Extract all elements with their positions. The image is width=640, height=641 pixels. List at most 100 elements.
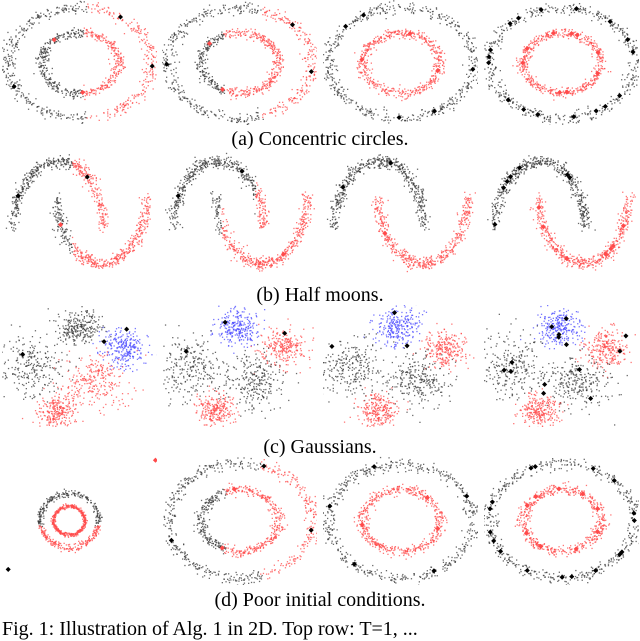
scatter-point [269,112,270,113]
scatter-point [232,29,233,30]
scatter-point [144,33,145,34]
scatter-point [527,64,528,65]
scatter-point [203,114,204,115]
scatter-point [146,36,147,37]
scatter-point [65,95,66,96]
scatter-point [11,41,12,42]
scatter-point [190,104,191,105]
scatter-point [204,78,205,79]
scatter-point [549,31,550,32]
scatter-point [384,38,385,39]
scatter-point [156,61,157,62]
scatter-point [361,63,362,64]
scatter-point [202,75,203,76]
scatter-point [536,12,537,13]
scatter-point [194,100,195,101]
scatter-point [52,68,53,69]
scatter-point [199,78,200,79]
scatter-point [256,91,257,92]
scatter-point [636,54,637,55]
scatter-point [463,86,464,87]
scatter-point [618,40,619,41]
scatter-point [199,15,200,16]
scatter-point [111,68,112,69]
scatter-point [61,242,62,243]
scatter-point [592,13,593,14]
scatter-point [365,67,366,68]
scatter-point [114,59,115,60]
scatter-point [176,38,177,39]
scatter-point [333,43,334,44]
scatter-point [544,91,545,92]
scatter-point [73,98,74,99]
scatter-point [50,116,51,117]
scatter-point [311,55,312,56]
scatter-point [338,36,339,37]
scatter-point [142,69,143,70]
scatter-point [519,61,520,62]
scatter-point [123,260,124,261]
scatter-point [74,27,75,28]
scatter-point [561,29,562,30]
scatter-point [19,38,20,39]
scatter-point [470,86,471,87]
scatter-point [302,85,303,86]
scatter-point [548,5,549,6]
scatter-point [498,92,499,93]
scatter-point [383,34,384,35]
scatter-point [378,43,379,44]
scatter-point [139,25,140,26]
scatter-point [470,73,471,74]
scatter-point [429,111,430,112]
scatter-point [525,59,526,60]
scatter-point [541,114,542,115]
scatter-point [112,253,113,254]
scatter-point [11,55,12,56]
scatter-point [6,75,7,76]
scatter-point [591,44,592,45]
scatter-point [312,44,313,45]
scatter-point [112,75,113,76]
scatter-point [218,88,219,89]
scatter-point [170,36,171,37]
scatter-point [389,9,390,10]
scatter-point [81,263,82,264]
scatter-point [524,65,525,66]
scatter-point [105,42,106,43]
scatter-point [84,113,85,114]
scatter-point [531,12,532,13]
scatter-point [381,3,382,4]
scatter-point [51,12,52,13]
scatter-point [26,97,27,98]
scatter-point [52,114,53,115]
scatter-point [113,77,114,78]
scatter-point [280,64,281,65]
scatter-point [380,86,381,87]
scatter-point [49,78,50,79]
scatter-point [50,82,51,83]
scatter-point [331,85,332,86]
scatter-point [339,34,340,35]
scatter-point [96,88,97,89]
scatter-point [476,57,477,58]
scatter-point [300,98,301,99]
scatter-point [117,54,118,55]
scatter-point [186,98,187,99]
scatter-point [155,74,156,75]
scatter-point [610,101,611,102]
scatter-point [289,22,290,23]
scatter-point [337,30,338,31]
scatter-point [547,116,548,117]
scatter-point [44,57,45,58]
scatter-point [31,27,32,28]
scatter-point [138,95,139,96]
scatter-point [44,76,45,77]
scatter-point [594,68,595,69]
scatter-point [333,78,334,79]
scatter-point [593,117,594,118]
scatter-point [153,46,154,47]
scatter-point [237,95,238,96]
scatter-point [355,21,356,22]
scatter-point [412,90,413,91]
scatter-point [287,108,288,109]
